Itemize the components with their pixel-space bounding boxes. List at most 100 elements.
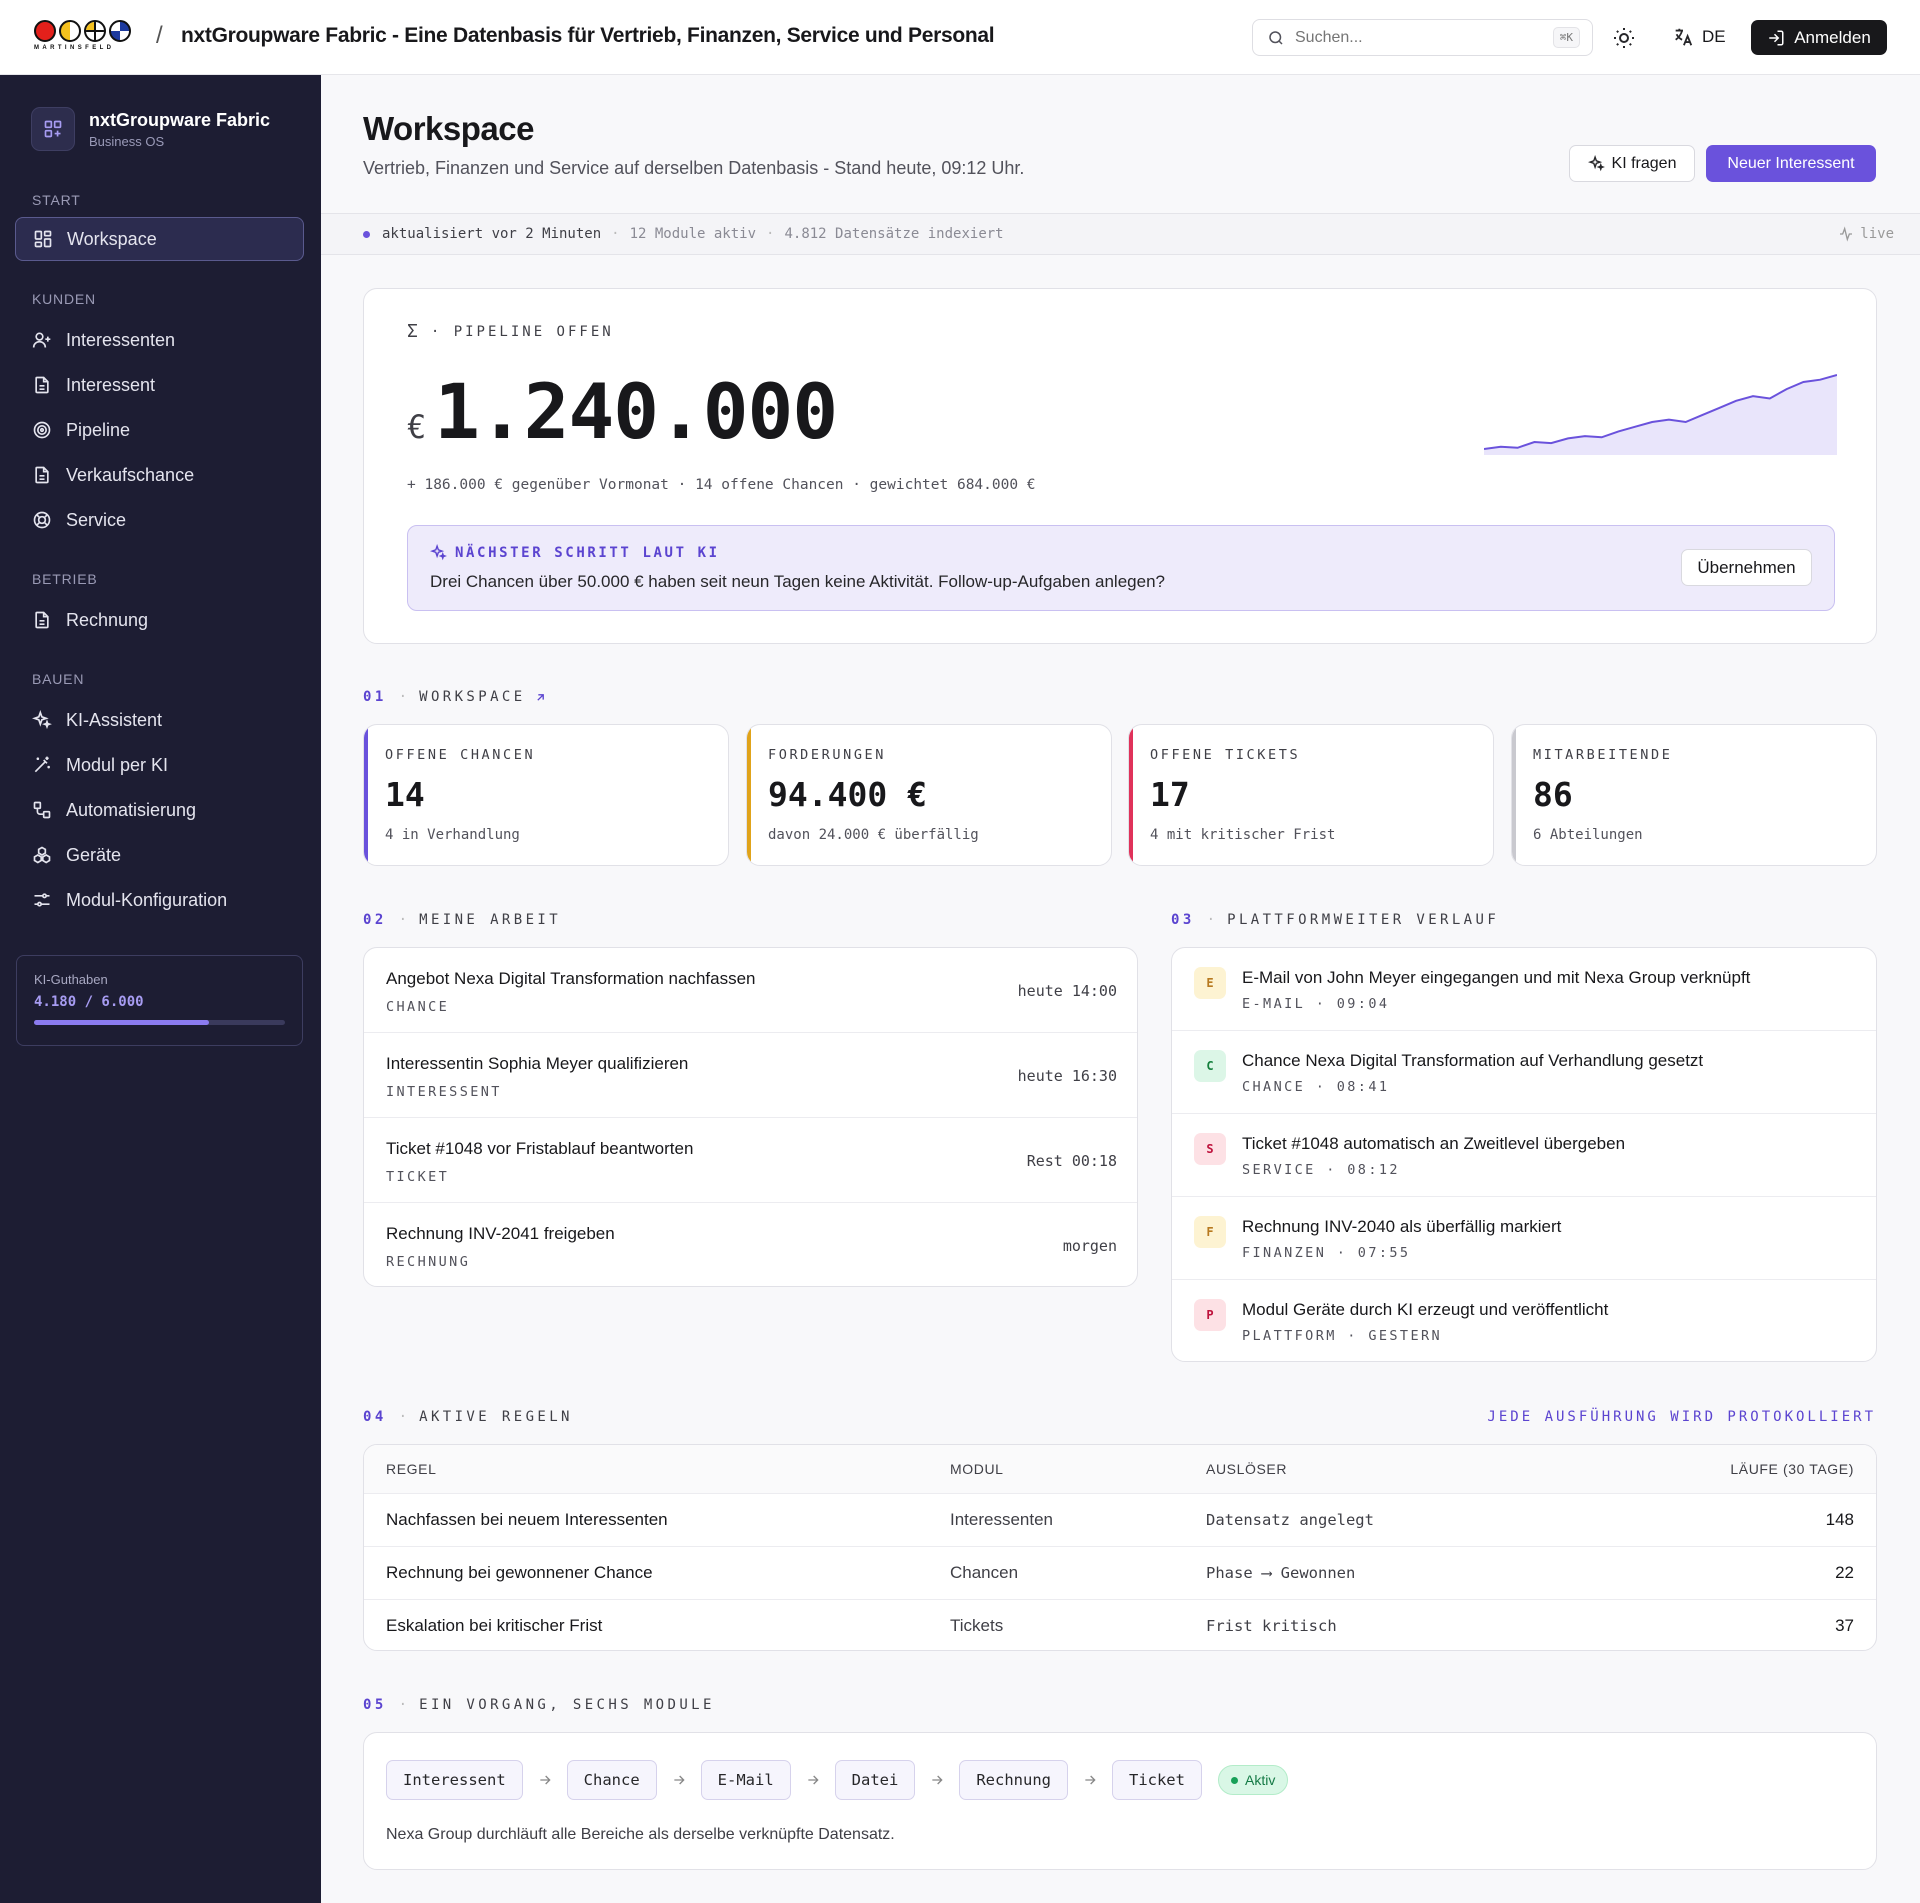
kpi-label: OFFENE TICKETS <box>1150 747 1301 763</box>
feed-item[interactable]: P Modul Geräte durch KI erzeugt und verö… <box>1172 1280 1876 1363</box>
martinsfeld-logo[interactable]: MARTINSFELD <box>34 20 138 56</box>
work-item-title: Angebot Nexa Digital Transformation nach… <box>386 969 756 988</box>
ai-suggestion-text: Drei Chancen über 50.000 € haben seit ne… <box>430 572 1165 591</box>
kpi-value: 14 <box>385 775 425 814</box>
feed-item[interactable]: S Ticket #1048 automatisch an Zweitlevel… <box>1172 1114 1876 1197</box>
section-number: 02 <box>363 912 387 928</box>
search-box[interactable]: ⌘K <box>1252 19 1593 56</box>
flow-step-rechnung[interactable]: Rechnung <box>959 1760 1068 1800</box>
search-input[interactable] <box>1295 28 1525 47</box>
feed-item-title: E-Mail von John Meyer eingegangen und mi… <box>1242 968 1751 987</box>
feed-item[interactable]: E E-Mail von John Meyer eingegangen und … <box>1172 948 1876 1031</box>
section-dot: · <box>398 689 408 705</box>
sidebar-item-rechnung[interactable]: Rechnung <box>15 598 304 642</box>
ask-ai-button[interactable]: KI fragen <box>1569 145 1695 182</box>
kpi-stripe <box>364 725 368 865</box>
rule-trigger: Frist kritisch <box>1206 1616 1337 1635</box>
sidebar-item-modul-per-ki[interactable]: Modul per KI <box>15 743 304 787</box>
logo-circle-yellow <box>59 20 81 42</box>
grid-icon <box>34 230 52 248</box>
sidebar-item-service[interactable]: Service <box>15 498 304 542</box>
sidebar-item-verkaufschance[interactable]: Verkaufschance <box>15 453 304 497</box>
work-item-tag: TICKET <box>386 1169 450 1185</box>
new-lead-button[interactable]: Neuer Interessent <box>1706 145 1876 182</box>
magic-wand-icon <box>34 756 50 773</box>
section-05-heading: 05 · EIN VORGANG, SECHS MODULE <box>363 1697 715 1713</box>
document-icon <box>35 376 49 394</box>
sidebar-item-interessenten[interactable]: Interessenten <box>15 318 304 362</box>
status-updated: aktualisiert vor 2 Minuten <box>382 226 602 242</box>
rules-log-note: JEDE AUSFÜHRUNG WIRD PROTOKOLLIERT <box>1487 1409 1876 1425</box>
rule-trigger: Datensatz angelegt <box>1206 1493 1565 1547</box>
table-row[interactable]: Nachfassen bei neuem Interessenten Inter… <box>364 1493 1876 1547</box>
section-01-heading[interactable]: 01 · WORKSPACE <box>363 689 547 705</box>
work-item[interactable]: Interessentin Sophia Meyer qualifizieren… <box>364 1033 1137 1118</box>
sidebar-item-label: Modul-Konfiguration <box>66 889 228 910</box>
sidebar-item-label: Geräte <box>66 844 122 865</box>
sidebar-item-pipeline[interactable]: Pipeline <box>15 408 304 452</box>
section-number: 03 <box>1171 912 1195 928</box>
section-title: MEINE ARBEIT <box>419 912 562 928</box>
rules-table: REGEL MODUL AUSLÖSER LÄUFE (30 TAGE) Nac… <box>363 1444 1877 1651</box>
nav-section-betrieb: BETRIEB <box>32 571 98 587</box>
login-button[interactable]: Anmelden <box>1751 20 1887 55</box>
app-title: nxtGroupware Fabric - Eine Datenbasis fü… <box>181 24 995 47</box>
process-chain: Interessent Chance E-Mail Datei Rechnung… <box>386 1760 1289 1800</box>
boxes-icon <box>33 846 51 864</box>
flow-step-chance[interactable]: Chance <box>566 1760 657 1800</box>
table-row[interactable]: Eskalation bei kritischer Frist Tickets … <box>364 1599 1876 1650</box>
sidebar-item-modul-konfiguration[interactable]: Modul-Konfiguration <box>15 878 304 922</box>
theme-toggle-button[interactable] <box>1612 26 1636 50</box>
flow-step-datei[interactable]: Datei <box>834 1760 916 1800</box>
sliders-icon <box>34 893 50 907</box>
section-dot: · <box>398 1697 408 1713</box>
sidebar-item-geraete[interactable]: Geräte <box>15 833 304 877</box>
work-item[interactable]: Angebot Nexa Digital Transformation nach… <box>364 948 1137 1033</box>
language-button[interactable]: DE <box>1672 26 1726 48</box>
feed-item-title: Modul Geräte durch KI erzeugt und veröff… <box>1242 1300 1609 1319</box>
accept-suggestion-button[interactable]: Übernehmen <box>1681 549 1812 586</box>
rule-name: Nachfassen bei neuem Interessenten <box>364 1493 950 1547</box>
logo-circle-cross <box>84 20 106 42</box>
document-icon <box>35 611 49 629</box>
rule-runs: 37 <box>1835 1615 1854 1635</box>
page-title: Workspace <box>363 110 534 147</box>
feed-item-meta: FINANZEN · 07:55 <box>1242 1245 1411 1261</box>
ai-credits-card: KI-Guthaben 4.180 / 6.000 <box>16 955 303 1046</box>
flow-step-interessent[interactable]: Interessent <box>386 1760 523 1800</box>
flow-step-email[interactable]: E-Mail <box>700 1760 791 1800</box>
rule-module: Interessenten <box>950 1493 1206 1547</box>
language-label: DE <box>1702 27 1726 46</box>
table-row[interactable]: Rechnung bei gewonnener Chance Chancen P… <box>364 1546 1876 1600</box>
flow-step-ticket[interactable]: Ticket <box>1111 1760 1202 1800</box>
kpi-sub: davon 24.000 € überfällig <box>768 827 979 843</box>
sidebar-item-ki-assistent[interactable]: KI-Assistent <box>15 698 304 742</box>
work-item[interactable]: Ticket #1048 vor Fristablauf beantworten… <box>364 1118 1137 1203</box>
work-item-title: Rechnung INV-2041 freigeben <box>386 1224 615 1243</box>
kpi-card-open-chances[interactable]: OFFENE CHANCEN 14 4 in Verhandlung <box>363 724 729 866</box>
sidebar-item-interessent[interactable]: Interessent <box>15 363 304 407</box>
sidebar-item-label: Automatisierung <box>66 799 197 820</box>
feed-item[interactable]: C Chance Nexa Digital Transformation auf… <box>1172 1031 1876 1114</box>
section-dot: · <box>398 912 408 928</box>
feed-item-title: Chance Nexa Digital Transformation auf V… <box>1242 1051 1704 1070</box>
section-title: EIN VORGANG, SECHS MODULE <box>419 1697 715 1713</box>
feed-item-title: Rechnung INV-2040 als überfällig markier… <box>1242 1217 1562 1236</box>
work-item-tag: INTERESSENT <box>386 1084 502 1100</box>
login-icon <box>1769 30 1784 45</box>
work-item-tag: CHANCE <box>386 999 450 1015</box>
section-04-heading: 04 · AKTIVE REGELN <box>363 1409 573 1425</box>
kpi-card-employees[interactable]: MITARBEITENDE 86 6 Abteilungen <box>1511 724 1877 866</box>
sun-icon <box>1614 28 1634 48</box>
feed-item-meta: SERVICE · 08:12 <box>1242 1162 1400 1178</box>
pipeline-value: € 1.240.000 <box>407 367 838 456</box>
sparkline-area <box>1484 375 1837 455</box>
sidebar-item-automatisierung[interactable]: Automatisierung <box>15 788 304 832</box>
kpi-card-receivables[interactable]: FORDERUNGEN 94.400 € davon 24.000 € über… <box>746 724 1112 866</box>
kpi-card-open-tickets[interactable]: OFFENE TICKETS 17 4 mit kritischer Frist <box>1128 724 1494 866</box>
work-item[interactable]: Rechnung INV-2041 freigeben RECHNUNG mor… <box>364 1203 1137 1288</box>
brand[interactable]: nxtGroupware Fabric Business OS <box>31 107 270 151</box>
feed-item[interactable]: F Rechnung INV-2040 als überfällig marki… <box>1172 1197 1876 1280</box>
sidebar-item-workspace[interactable]: Workspace <box>15 217 304 261</box>
section-03-heading: 03 · PLATTFORMWEITER VERLAUF <box>1171 912 1499 928</box>
